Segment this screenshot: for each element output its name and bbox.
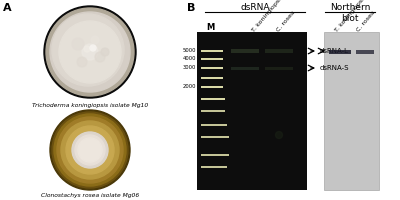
Text: B: B — [187, 3, 195, 13]
Text: A: A — [3, 3, 12, 13]
Circle shape — [276, 132, 282, 138]
Bar — [201, 98, 225, 100]
Bar — [201, 136, 229, 138]
Bar — [201, 76, 223, 79]
Circle shape — [52, 14, 124, 86]
Text: dsRNA-L: dsRNA-L — [320, 48, 349, 54]
Text: 5000: 5000 — [182, 48, 196, 53]
Circle shape — [90, 45, 96, 51]
Text: Trichoderma koningiopsis isolate Mg10: Trichoderma koningiopsis isolate Mg10 — [32, 103, 148, 108]
Bar — [265, 66, 293, 70]
Circle shape — [59, 21, 121, 83]
Text: T. koningiopsis: T. koningiopsis — [251, 0, 285, 33]
Bar — [265, 49, 293, 53]
Circle shape — [61, 121, 119, 179]
Circle shape — [75, 135, 105, 165]
Circle shape — [66, 126, 114, 174]
Text: 3000: 3000 — [183, 65, 196, 70]
Text: Clonostachys rosea isolate Mg06: Clonostachys rosea isolate Mg06 — [41, 193, 139, 198]
Text: 4000: 4000 — [182, 56, 196, 61]
Bar — [201, 58, 223, 60]
Circle shape — [72, 132, 108, 168]
Bar — [231, 49, 259, 53]
Bar — [324, 32, 379, 190]
Bar — [201, 166, 227, 168]
Text: M: M — [206, 23, 214, 32]
Circle shape — [91, 36, 99, 44]
Bar — [231, 66, 259, 70]
Circle shape — [95, 52, 105, 62]
Circle shape — [54, 114, 126, 186]
Circle shape — [72, 38, 84, 50]
Circle shape — [77, 57, 87, 67]
Circle shape — [84, 46, 90, 52]
Circle shape — [82, 44, 98, 60]
Bar — [201, 66, 223, 69]
Text: C. rosea: C. rosea — [356, 10, 376, 33]
Circle shape — [50, 12, 130, 92]
Text: 2000: 2000 — [182, 84, 196, 89]
Text: dsRNA: dsRNA — [240, 3, 270, 12]
Bar — [201, 154, 229, 156]
Bar — [356, 49, 374, 53]
Bar — [201, 86, 223, 88]
Text: C. rosea: C. rosea — [276, 10, 296, 33]
Bar — [201, 123, 227, 126]
Circle shape — [46, 8, 134, 96]
Bar — [201, 49, 223, 52]
Bar — [197, 32, 307, 190]
Bar — [329, 49, 351, 53]
Circle shape — [57, 117, 123, 183]
Text: Northern
blot: Northern blot — [330, 3, 370, 23]
Circle shape — [52, 112, 128, 188]
Circle shape — [101, 48, 109, 56]
Bar — [201, 110, 225, 112]
Text: dsRNA-S: dsRNA-S — [320, 65, 350, 71]
Circle shape — [78, 138, 102, 162]
Circle shape — [44, 6, 136, 98]
Circle shape — [50, 110, 130, 190]
Text: T. koningiopsis: T. koningiopsis — [334, 0, 368, 33]
